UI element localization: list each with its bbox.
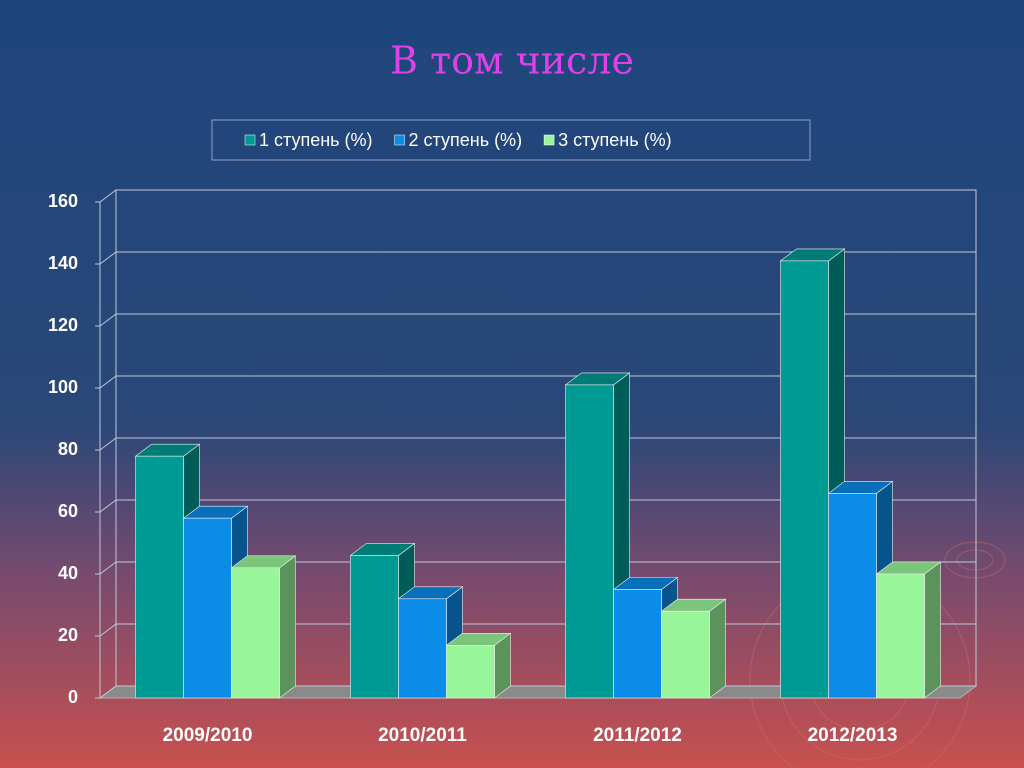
grid-diagonal: [99, 623, 117, 637]
y-tick-label: 80: [58, 439, 78, 459]
legend-label: 3 ступень (%): [558, 130, 672, 150]
bar: [446, 644, 495, 699]
x-tick-label: 2010/2011: [378, 725, 467, 746]
legend: 1 ступень (%) 2 ступень (%) 3 ступень (%): [244, 130, 672, 150]
bar: [780, 260, 829, 699]
bar: [565, 384, 614, 699]
y-tick-label: 100: [48, 377, 78, 397]
bar: [135, 455, 184, 699]
bar: [350, 555, 399, 699]
bar: [183, 517, 232, 699]
y-tick-label: 140: [48, 253, 78, 273]
y-tick-label: 20: [58, 625, 78, 645]
bar: [661, 610, 710, 699]
bar: [828, 493, 877, 699]
grid-diagonal: [99, 375, 117, 389]
y-tick-label: 60: [58, 501, 78, 521]
legend-swatch: [394, 134, 405, 146]
grid-diagonal: [99, 313, 117, 327]
grid-diagonal: [99, 561, 117, 575]
bar-side: [924, 561, 941, 699]
plot: 0 20 40 60 80 100 120 140 160 2009/2010 2010/2011 2…: [48, 189, 978, 746]
y-tick-label: 40: [58, 563, 78, 583]
legend-swatch: [543, 134, 555, 146]
grid-diagonal: [99, 189, 117, 203]
y-tick-label: 0: [68, 687, 78, 707]
bar: [876, 573, 925, 699]
bar: [398, 598, 447, 699]
y-tick-label: 160: [48, 191, 78, 211]
chart-title: В том числе: [390, 39, 634, 83]
legend-label: 2 ступень (%): [409, 130, 523, 150]
bar-side: [279, 555, 296, 699]
x-tick-label: 2011/2012: [593, 725, 682, 746]
grid-diagonal: [99, 251, 117, 265]
legend-swatch: [244, 134, 256, 146]
grid-diagonal: [99, 499, 117, 513]
bar-side: [709, 598, 726, 699]
legend-label: 1 ступень (%): [259, 130, 373, 150]
grid-diagonal: [99, 685, 117, 699]
x-tick-label: 2012/2013: [808, 725, 898, 746]
x-tick-label: 2009/2010: [163, 725, 253, 746]
y-tick-label: 120: [48, 315, 78, 335]
grid-diagonal: [99, 437, 117, 451]
bar: [231, 567, 280, 699]
legend-box: [211, 119, 811, 161]
bar: [613, 589, 662, 699]
